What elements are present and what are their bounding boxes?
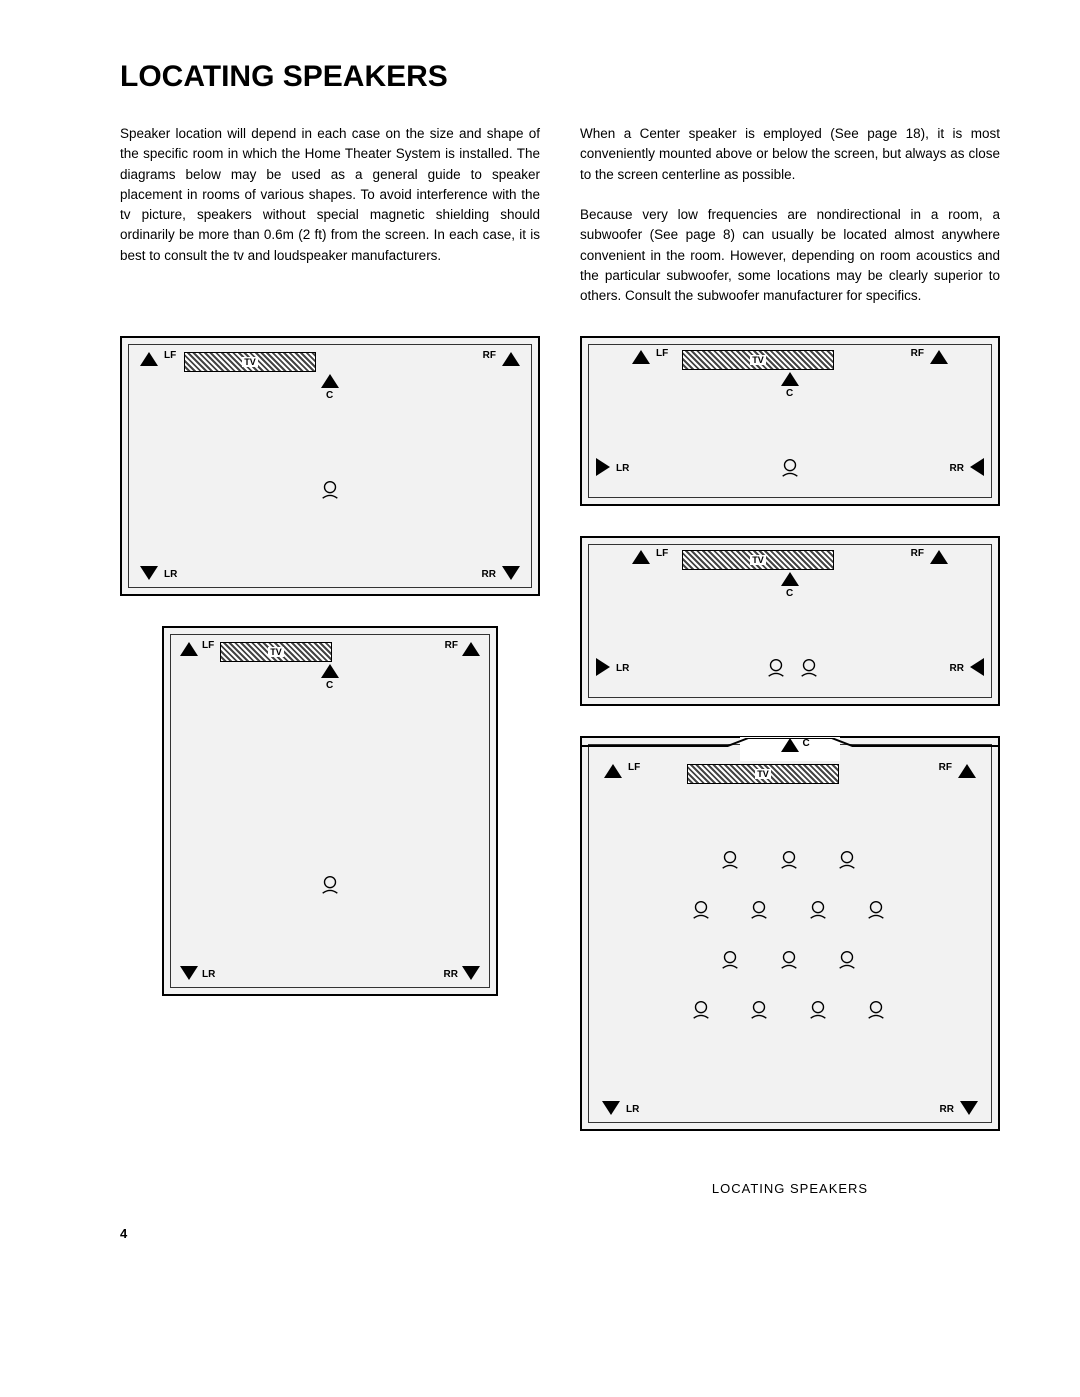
tv-icon: TV bbox=[184, 352, 316, 372]
lf-label: LF bbox=[656, 548, 668, 559]
paragraph-2: When a Center speaker is employed (See p… bbox=[580, 126, 1000, 182]
diagrams-caption: LOCATING SPEAKERS bbox=[580, 1181, 1000, 1196]
listener-icon bbox=[798, 656, 820, 678]
listener-icon bbox=[690, 998, 712, 1020]
rr-speaker-icon bbox=[502, 566, 520, 580]
tv-icon: TV bbox=[687, 764, 839, 784]
listener-icon bbox=[319, 873, 341, 895]
rf-speaker-icon bbox=[930, 550, 948, 564]
rr-label: RR bbox=[940, 1104, 954, 1115]
listener-icon bbox=[836, 848, 858, 870]
listener-icon bbox=[319, 478, 341, 500]
lr-label: LR bbox=[202, 969, 215, 980]
listener-icon bbox=[690, 898, 712, 920]
listener-icon bbox=[807, 998, 829, 1020]
rr-speaker-icon bbox=[970, 658, 984, 676]
rr-label: RR bbox=[950, 463, 964, 474]
tv-label: TV bbox=[755, 769, 771, 779]
lr-speaker-icon bbox=[602, 1101, 620, 1115]
diagram-tall-room: LF TV RF C LR RR bbox=[162, 626, 498, 996]
tv-label: TV bbox=[750, 355, 766, 365]
lf-label: LF bbox=[628, 762, 640, 773]
rf-label: RF bbox=[483, 350, 496, 361]
lf-speaker-icon bbox=[604, 764, 622, 778]
page-title: LOCATING SPEAKERS bbox=[120, 60, 1000, 94]
diagram-theatre-room: C LF TV RF bbox=[580, 736, 1000, 1131]
listener-icon bbox=[748, 998, 770, 1020]
c-speaker-icon bbox=[321, 374, 339, 388]
listener-icon bbox=[779, 456, 801, 478]
rf-speaker-icon bbox=[930, 350, 948, 364]
rr-label: RR bbox=[482, 569, 496, 580]
lr-label: LR bbox=[616, 463, 629, 474]
paragraph-3: Because very low frequencies are nondire… bbox=[580, 207, 1000, 303]
diagram-wide-room-2: LF TV RF C LR RR bbox=[580, 536, 1000, 706]
lf-speaker-icon bbox=[632, 350, 650, 364]
c-label: C bbox=[802, 738, 809, 749]
listener-icon bbox=[865, 998, 887, 1020]
c-speaker-icon bbox=[781, 572, 799, 586]
rf-speaker-icon bbox=[462, 642, 480, 656]
rr-label: RR bbox=[950, 663, 964, 674]
rr-speaker-icon bbox=[970, 458, 984, 476]
lf-label: LF bbox=[202, 640, 214, 651]
lr-speaker-icon bbox=[140, 566, 158, 580]
lf-speaker-icon bbox=[140, 352, 158, 366]
lr-label: LR bbox=[626, 1104, 639, 1115]
rr-label: RR bbox=[444, 969, 458, 980]
diagram-square-room: LF TV RF C LR RR bbox=[120, 336, 540, 596]
page: LOCATING SPEAKERS Speaker location will … bbox=[0, 0, 1080, 1281]
tv-label: TV bbox=[750, 555, 766, 565]
listener-icon bbox=[719, 848, 741, 870]
c-speaker-icon bbox=[781, 738, 799, 752]
c-label: C bbox=[786, 588, 793, 599]
tv-label: TV bbox=[268, 647, 284, 657]
listener-icon bbox=[807, 898, 829, 920]
body-columns: Speaker location will depend in each cas… bbox=[120, 124, 1000, 306]
tv-icon: TV bbox=[220, 642, 332, 662]
rf-label: RF bbox=[445, 640, 458, 651]
c-label: C bbox=[786, 388, 793, 399]
page-number: 4 bbox=[120, 1226, 1000, 1241]
rf-speaker-icon bbox=[502, 352, 520, 366]
listener-icon bbox=[719, 948, 741, 970]
lf-label: LF bbox=[164, 350, 176, 361]
column-right: When a Center speaker is employed (See p… bbox=[580, 124, 1000, 306]
rf-speaker-icon bbox=[958, 764, 976, 778]
lf-label: LF bbox=[656, 348, 668, 359]
listener-icon bbox=[836, 948, 858, 970]
rf-label: RF bbox=[939, 762, 952, 773]
rr-speaker-icon bbox=[462, 966, 480, 980]
rf-label: RF bbox=[911, 548, 924, 559]
paragraph-1: Speaker location will depend in each cas… bbox=[120, 126, 540, 263]
c-label: C bbox=[326, 680, 333, 691]
column-left: Speaker location will depend in each cas… bbox=[120, 124, 540, 306]
lf-speaker-icon bbox=[180, 642, 198, 656]
tv-icon: TV bbox=[682, 350, 834, 370]
diagrams-area: LF TV RF C LR RR LF TV RF bbox=[120, 336, 1000, 1196]
c-label: C bbox=[326, 390, 333, 401]
c-speaker-icon bbox=[781, 372, 799, 386]
lr-speaker-icon bbox=[596, 658, 610, 676]
rf-label: RF bbox=[911, 348, 924, 359]
lr-speaker-icon bbox=[180, 966, 198, 980]
diagrams-left-col: LF TV RF C LR RR LF TV RF bbox=[120, 336, 540, 1196]
lr-label: LR bbox=[164, 569, 177, 580]
c-speaker-icon bbox=[321, 664, 339, 678]
listener-icon bbox=[765, 656, 787, 678]
diagram-wide-room-1: LF TV RF C LR RR bbox=[580, 336, 1000, 506]
lf-speaker-icon bbox=[632, 550, 650, 564]
listener-icon bbox=[748, 898, 770, 920]
tv-icon: TV bbox=[682, 550, 834, 570]
lr-speaker-icon bbox=[596, 458, 610, 476]
rr-speaker-icon bbox=[960, 1101, 978, 1115]
diagrams-right-col: LF TV RF C LR RR LF TV RF bbox=[580, 336, 1000, 1196]
lr-label: LR bbox=[616, 663, 629, 674]
listener-icon bbox=[778, 948, 800, 970]
listener-icon bbox=[865, 898, 887, 920]
listener-icon bbox=[778, 848, 800, 870]
tv-label: TV bbox=[242, 357, 258, 367]
